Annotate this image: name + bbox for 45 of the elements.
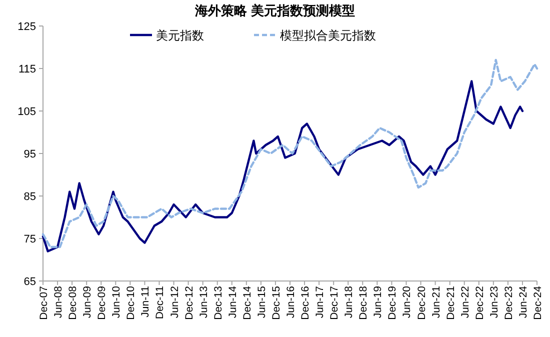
x-tick-label: Dec-24 xyxy=(532,286,544,320)
x-tick-label: Dec-22 xyxy=(474,286,486,320)
legend-label: 美元指数 xyxy=(156,28,204,42)
x-tick-label: Dec-18 xyxy=(358,286,370,320)
y-tick-label: 125 xyxy=(18,21,36,33)
x-tick-label: Dec-08 xyxy=(67,286,80,320)
x-tick-label: Dec-23 xyxy=(502,286,515,320)
y-tick-label: 75 xyxy=(24,234,36,246)
x-tick-label: Dec-09 xyxy=(96,286,108,320)
y-tick-label: 65 xyxy=(24,276,36,288)
x-tick-label: Dec-19 xyxy=(386,286,399,320)
x-tick-label: Dec-15 xyxy=(270,286,282,320)
x-tick-label: Jun-19 xyxy=(372,286,384,318)
x-tick-label: Dec-14 xyxy=(241,286,254,320)
x-tick-label: Dec-10 xyxy=(125,286,138,320)
legend-label: 模型拟合美元指数 xyxy=(280,28,376,42)
x-tick-label: Jun-16 xyxy=(285,286,297,318)
x-tick-label: Dec-11 xyxy=(154,286,166,320)
x-tick-label: Jun-17 xyxy=(314,286,326,318)
y-tick-label: 85 xyxy=(24,191,36,203)
x-tick-label: Jun-21 xyxy=(430,286,442,318)
x-tick-label: Jun-13 xyxy=(198,286,210,318)
x-tick-label: Jun-14 xyxy=(226,286,239,318)
y-tick-label: 95 xyxy=(24,148,36,160)
x-tick-label: Dec-13 xyxy=(212,286,224,320)
chart-title: 海外策略 美元指数预测模型 xyxy=(194,3,355,18)
x-tick-label: Jun-15 xyxy=(256,286,268,318)
x-tick-label: Jun-22 xyxy=(459,286,472,318)
x-tick-label: Jun-09 xyxy=(82,286,94,318)
x-tick-label: Jun-18 xyxy=(343,286,356,318)
x-tick-label: Jun-24 xyxy=(517,286,530,318)
x-tick-label: Jun-10 xyxy=(110,286,123,318)
x-tick-label: Dec-17 xyxy=(328,286,341,320)
x-tick-label: Jun-08 xyxy=(52,286,65,318)
x-tick-label: Jun-12 xyxy=(168,286,181,318)
x-tick-label: Dec-07 xyxy=(38,286,50,320)
y-tick-label: 115 xyxy=(18,64,36,76)
x-tick-label: Dec-20 xyxy=(416,286,428,320)
x-tick-label: Jun-23 xyxy=(488,286,500,318)
x-tick-label: Dec-16 xyxy=(300,286,312,320)
x-tick-label: Jun-11 xyxy=(140,286,152,318)
y-tick-label: 105 xyxy=(18,106,36,118)
x-tick-label: Jun-20 xyxy=(401,286,414,318)
x-tick-label: Dec-21 xyxy=(444,286,457,320)
x-tick-label: Dec-12 xyxy=(183,286,196,320)
